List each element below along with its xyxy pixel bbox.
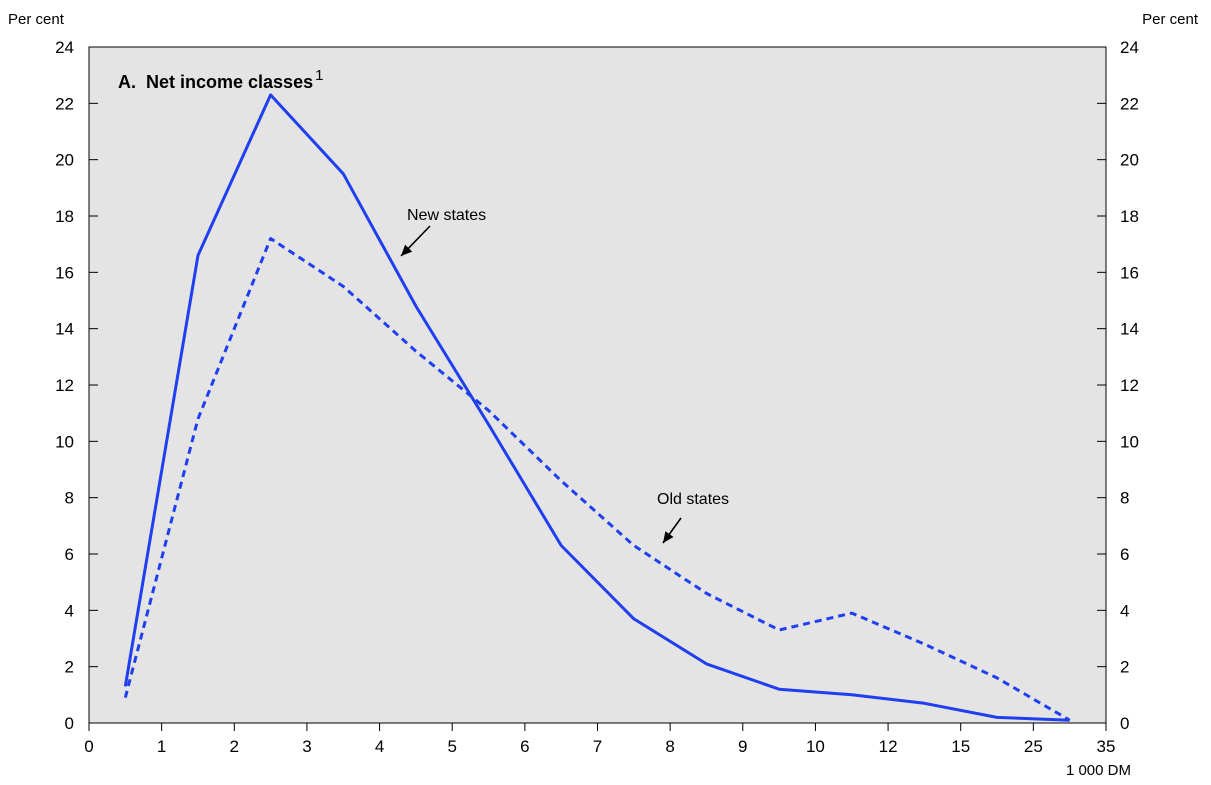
annotations: New states Old states — [400, 207, 729, 544]
y-tick-label-left: 20 — [55, 151, 74, 170]
annotation-arrowhead — [663, 531, 674, 543]
y-tick-label-left: 8 — [65, 489, 74, 508]
y-tick-label-right: 6 — [1120, 545, 1129, 564]
x-tick-label: 35 — [1097, 737, 1116, 756]
series-line-new-states — [123, 93, 1070, 722]
chart-title: A. Net income classes — [118, 72, 313, 92]
x-tick-label: 2 — [230, 737, 239, 756]
x-tick-label: 9 — [738, 737, 747, 756]
series-line-old-states — [123, 237, 1071, 722]
y-tick-label-left: 16 — [55, 263, 74, 282]
x-tick-label: 1 — [157, 737, 166, 756]
chart-title-footnote-marker: 1 — [315, 67, 323, 84]
x-tick-label: 8 — [665, 737, 674, 756]
y-tick-label-left: 12 — [55, 376, 74, 395]
plot-area — [88, 46, 1107, 724]
y-tick-label-right: 24 — [1120, 38, 1139, 57]
x-tick-label: 6 — [520, 737, 529, 756]
y-tick-label-right: 16 — [1120, 263, 1139, 282]
y-tick-label-left: 22 — [55, 94, 74, 113]
y-tick-label-left: 10 — [55, 432, 74, 451]
y-tick-label-right: 8 — [1120, 489, 1129, 508]
x-tick-label: 4 — [375, 737, 384, 756]
y-tick-label-right: 10 — [1120, 432, 1139, 451]
x-tick-label: 12 — [879, 737, 898, 756]
y-tick-label-left: 6 — [65, 545, 74, 564]
x-tick-label: 3 — [302, 737, 311, 756]
y-tick-label-right: 12 — [1120, 376, 1139, 395]
y-tick-label-left: 2 — [65, 658, 74, 677]
y-tick-label-right: 14 — [1120, 320, 1139, 339]
y-tick-label-left: 0 — [65, 714, 74, 733]
y-tick-label-right: 4 — [1120, 601, 1129, 620]
annotation-label-new-states: New states — [407, 207, 486, 224]
y-axis-label-left: Per cent — [8, 11, 65, 28]
series-lines — [123, 93, 1071, 722]
y-tick-label-left: 14 — [55, 320, 74, 339]
y-tick-label-right: 2 — [1120, 658, 1129, 677]
y-tick-label-left: 18 — [55, 207, 74, 226]
y-tick-label-right: 0 — [1120, 714, 1129, 733]
annotation-label-old-states: Old states — [657, 491, 729, 508]
x-tick-label: 7 — [593, 737, 602, 756]
x-tick-label: 10 — [806, 737, 825, 756]
y-axis-label-right: Per cent — [1142, 11, 1199, 28]
x-tick-label: 15 — [951, 737, 970, 756]
y-tick-label-left: 4 — [65, 601, 74, 620]
y-tick-label-right: 18 — [1120, 207, 1139, 226]
x-tick-label: 25 — [1024, 737, 1043, 756]
y-tick-label-left: 24 — [55, 38, 74, 57]
y-tick-label-right: 22 — [1120, 94, 1139, 113]
y-tick-label-right: 20 — [1120, 151, 1139, 170]
x-axis-label: 1 000 DM — [1066, 762, 1131, 779]
x-tick-label: 5 — [447, 737, 456, 756]
annotation-arrowhead — [401, 244, 413, 256]
x-tick-label: 0 — [84, 737, 93, 756]
